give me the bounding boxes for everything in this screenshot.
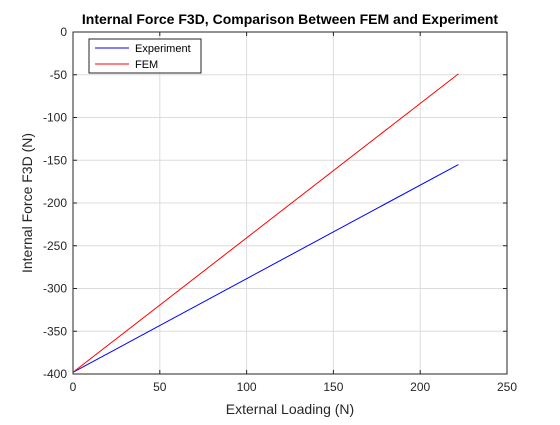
y-tick-label: -150 — [43, 153, 67, 167]
y-axis-label: Internal Force F3D (N) — [19, 133, 35, 273]
y-tick-label: -350 — [43, 324, 67, 338]
x-tick-label: 0 — [70, 380, 77, 394]
series-lines — [72, 73, 459, 373]
legend: Experiment FEM — [88, 38, 202, 74]
legend-box — [88, 38, 202, 74]
legend-label-fem: FEM — [135, 59, 158, 71]
x-tick-label: 250 — [497, 380, 517, 394]
chart-title: Internal Force F3D, Comparison Between F… — [82, 11, 499, 27]
x-tick-label: 200 — [410, 380, 430, 394]
y-tick-label: -300 — [43, 282, 67, 296]
y-tick-label: -100 — [43, 111, 67, 125]
y-tick-label: -200 — [43, 196, 67, 210]
series-line-experiment — [72, 164, 459, 373]
y-tick-label: -250 — [43, 239, 67, 253]
x-axis-label: External Loading (N) — [226, 401, 354, 417]
y-tick-label: -400 — [43, 367, 67, 381]
x-tick-label: 50 — [153, 380, 167, 394]
x-tick-labels: 0 50 100 150 200 250 — [70, 380, 518, 394]
grid-lines — [72, 31, 508, 375]
legend-label-experiment: Experiment — [135, 43, 191, 55]
x-tick-label: 150 — [323, 380, 343, 394]
x-tick-label: 100 — [237, 380, 257, 394]
y-tick-label: -50 — [50, 68, 68, 82]
series-line-fem — [72, 73, 459, 373]
y-tick-label: 0 — [60, 25, 67, 39]
tick-marks — [72, 31, 508, 375]
y-tick-labels: -400 -350 -300 -250 -200 -150 -100 -50 0 — [43, 25, 67, 381]
